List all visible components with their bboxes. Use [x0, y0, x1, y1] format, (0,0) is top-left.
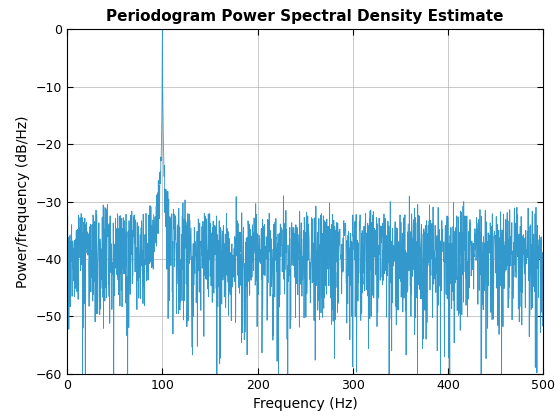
Title: Periodogram Power Spectral Density Estimate: Periodogram Power Spectral Density Estim…	[106, 9, 504, 24]
Y-axis label: Power/frequency (dB/Hz): Power/frequency (dB/Hz)	[16, 116, 30, 288]
X-axis label: Frequency (Hz): Frequency (Hz)	[253, 397, 358, 411]
